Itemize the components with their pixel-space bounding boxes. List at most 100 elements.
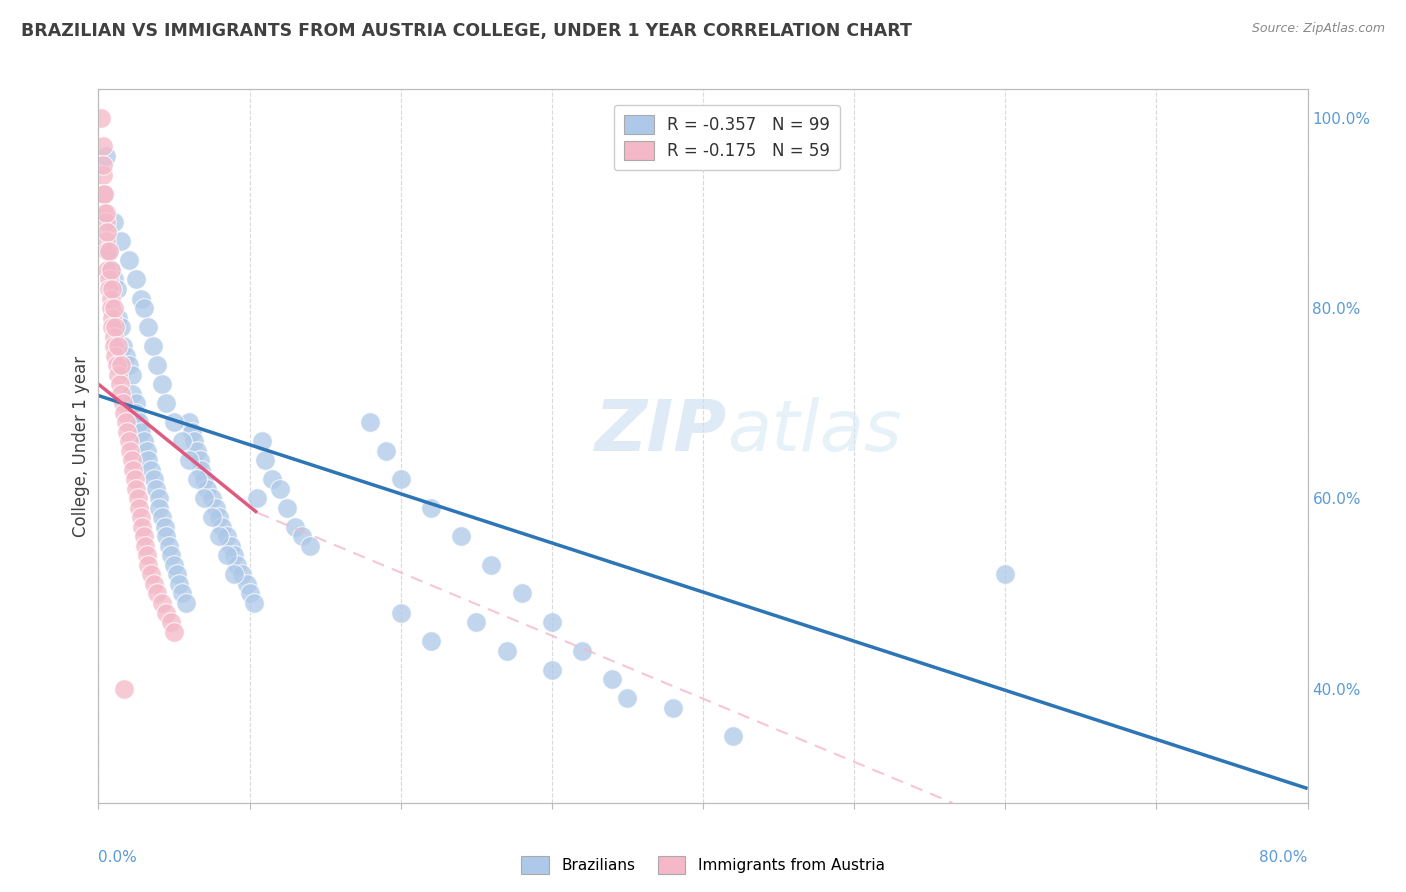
Point: [136, 453, 159, 467]
Point: [389, 606, 412, 620]
Point: [129, 425, 152, 439]
Point: [224, 567, 246, 582]
Point: [186, 472, 208, 486]
Text: ZIP: ZIP: [595, 397, 727, 467]
Legend: R = -0.357   N = 99, R = -0.175   N = 59: R = -0.357 N = 99, R = -0.175 N = 59: [613, 104, 839, 169]
Point: [120, 443, 142, 458]
Point: [100, 263, 122, 277]
Point: [114, 415, 136, 429]
Point: [103, 215, 125, 229]
Point: [166, 567, 188, 582]
Point: [155, 606, 177, 620]
Point: [110, 358, 132, 372]
Point: [170, 586, 193, 600]
Point: [284, 520, 307, 534]
Point: [118, 253, 141, 268]
Point: [107, 310, 129, 325]
Point: [148, 491, 170, 506]
Point: [93, 186, 115, 201]
Point: [276, 500, 298, 515]
Point: [118, 358, 141, 372]
Point: [91, 139, 114, 153]
Point: [205, 500, 228, 515]
Point: [201, 491, 224, 506]
Point: [163, 558, 186, 572]
Point: [291, 529, 314, 543]
Point: [143, 577, 166, 591]
Point: [91, 158, 114, 172]
Point: [269, 482, 291, 496]
Point: [128, 415, 150, 429]
Point: [243, 596, 266, 610]
Point: [105, 358, 128, 372]
Point: [215, 529, 238, 543]
Point: [110, 320, 132, 334]
Point: [93, 206, 115, 220]
Point: [160, 615, 183, 629]
Point: [100, 292, 122, 306]
Point: [107, 368, 129, 382]
Point: [142, 339, 165, 353]
Point: [121, 386, 143, 401]
Point: [155, 529, 177, 543]
Point: [129, 510, 152, 524]
Point: [141, 463, 163, 477]
Point: [103, 272, 125, 286]
Text: Source: ZipAtlas.com: Source: ZipAtlas.com: [1251, 22, 1385, 36]
Point: [160, 549, 183, 563]
Point: [155, 396, 177, 410]
Point: [148, 500, 170, 515]
Point: [134, 539, 156, 553]
Point: [143, 472, 166, 486]
Point: [179, 415, 201, 429]
Point: [146, 586, 169, 600]
Point: [129, 292, 152, 306]
Point: [224, 549, 246, 563]
Point: [215, 549, 238, 563]
Point: [145, 482, 167, 496]
Point: [246, 491, 269, 506]
Point: [124, 472, 146, 486]
Point: [167, 577, 190, 591]
Point: [262, 472, 284, 486]
Point: [231, 567, 253, 582]
Text: 80.0%: 80.0%: [1260, 850, 1308, 865]
Point: [103, 329, 125, 343]
Point: [115, 425, 138, 439]
Point: [221, 539, 243, 553]
Point: [602, 672, 624, 686]
Point: [571, 643, 593, 657]
Point: [112, 406, 135, 420]
Point: [132, 301, 155, 315]
Point: [153, 520, 176, 534]
Point: [125, 406, 148, 420]
Point: [150, 377, 173, 392]
Point: [495, 643, 517, 657]
Point: [389, 472, 412, 486]
Point: [114, 349, 136, 363]
Point: [121, 368, 143, 382]
Point: [101, 310, 124, 325]
Point: [226, 558, 249, 572]
Point: [100, 301, 122, 315]
Point: [104, 320, 127, 334]
Point: [93, 186, 115, 201]
Point: [98, 282, 121, 296]
Point: [104, 349, 127, 363]
Point: [616, 691, 638, 706]
Point: [96, 244, 118, 258]
Point: [420, 500, 443, 515]
Point: [163, 415, 186, 429]
Point: [193, 491, 215, 506]
Point: [94, 206, 117, 220]
Point: [163, 624, 186, 639]
Point: [132, 434, 155, 449]
Point: [208, 529, 231, 543]
Text: 0.0%: 0.0%: [98, 850, 138, 865]
Point: [374, 443, 396, 458]
Point: [110, 386, 132, 401]
Point: [128, 500, 150, 515]
Point: [98, 244, 121, 258]
Y-axis label: College, Under 1 year: College, Under 1 year: [72, 355, 90, 537]
Point: [250, 434, 273, 449]
